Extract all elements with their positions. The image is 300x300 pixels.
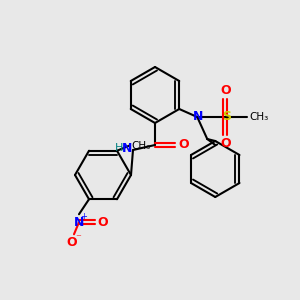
Text: O: O [97,216,108,229]
Text: CH₃: CH₃ [249,112,268,122]
Text: ⁻: ⁻ [75,233,81,243]
Text: N: N [193,110,203,122]
Text: O: O [67,236,77,249]
Text: H: H [115,143,123,153]
Text: N: N [122,142,132,154]
Text: O: O [220,84,231,97]
Text: N: N [74,216,84,229]
Text: CH₃: CH₃ [131,141,150,151]
Text: S: S [222,110,231,122]
Text: O: O [178,139,189,152]
Text: O: O [220,137,231,150]
Text: +: + [80,212,87,221]
